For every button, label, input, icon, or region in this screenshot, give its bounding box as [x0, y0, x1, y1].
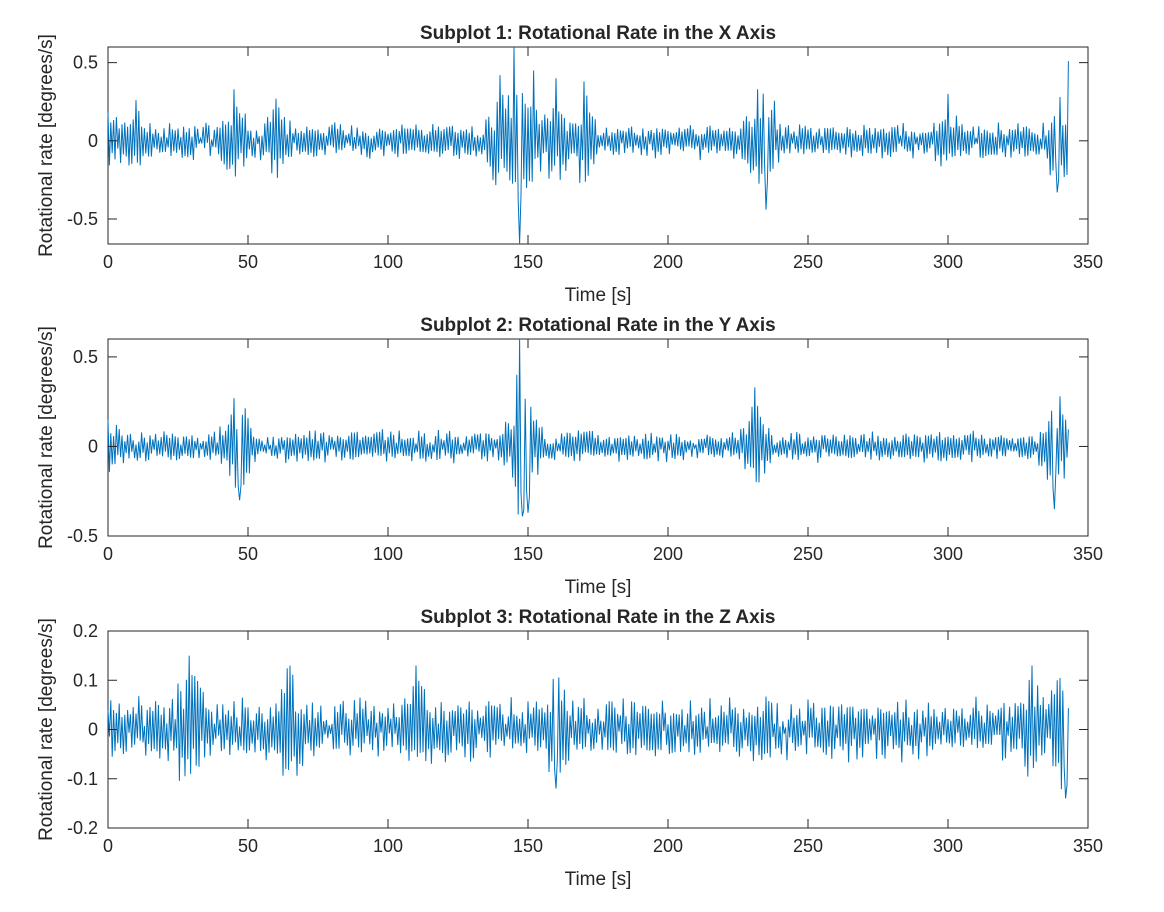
y-axis-label: Rotational rate [degrees/s]	[36, 618, 57, 841]
x-tick-label: 250	[793, 836, 823, 856]
y-tick-label: 0	[88, 131, 98, 151]
x-tick-label: 0	[103, 836, 113, 856]
x-tick-label: 150	[513, 544, 543, 564]
y-axis-ticks: -0.5 0 0.5	[67, 347, 1088, 546]
x-tick-label: 350	[1073, 252, 1103, 272]
x-tick-label: 250	[793, 544, 823, 564]
y-tick-label: -0.5	[67, 526, 98, 546]
x-axis-ticks: 0 50 100 150 200 250 300 350	[103, 47, 1103, 272]
x-tick-label: 200	[653, 544, 683, 564]
x-tick-label: 50	[238, 836, 258, 856]
x-axis-label: Time [s]	[565, 869, 632, 890]
axes-frame	[107, 46, 1089, 245]
x-tick-label: 100	[373, 252, 403, 272]
rotational-rate-x-series	[107, 46, 1069, 245]
y-axis-label: Rotational rate [degrees/s]	[36, 326, 57, 549]
rotational-rate-z-series	[107, 655, 1069, 799]
x-axis-label: Time [s]	[565, 285, 632, 306]
y-axis-ticks: -0.5 0 0.5	[67, 53, 1088, 229]
rotational-rate-y-series	[107, 338, 1069, 517]
subplot-title: Subplot 1: Rotational Rate in the X Axis	[420, 23, 776, 44]
x-tick-label: 200	[653, 836, 683, 856]
x-tick-label: 150	[513, 836, 543, 856]
subplot-1: 0 50 100 150 200 250 300 350 -0.5 0 0.5 Subplot 1…	[36, 23, 1103, 306]
x-tick-label: 350	[1073, 836, 1103, 856]
x-tick-label: 50	[238, 252, 258, 272]
x-tick-label: 150	[513, 252, 543, 272]
y-tick-label: -0.1	[67, 769, 98, 789]
subplot-2: 0 50 100 150 200 250 300 350 -0.500.5 Subplot 2…	[36, 315, 1103, 598]
y-tick-label: 0.5	[73, 53, 98, 73]
y-axis-ticks: -0.2 -0.1 0 0.1 0.2	[67, 621, 1088, 838]
axes-frame	[107, 630, 1089, 829]
x-tick-label: 200	[653, 252, 683, 272]
x-tick-label: 350	[1073, 544, 1103, 564]
subplot-3: 0 50 100 150 200 250 300 350 -0.2 -0.1 0 0.1 0.2 Su…	[36, 607, 1103, 890]
x-tick-label: 100	[373, 544, 403, 564]
x-tick-label: 300	[933, 544, 963, 564]
y-tick-label: 0.1	[73, 670, 98, 690]
x-axis-ticks: 0 50 100 150 200 250 300 350	[103, 631, 1103, 856]
y-axis-label: Rotational rate [degrees/s]	[36, 34, 57, 257]
y-tick-label: 0.5	[73, 347, 98, 367]
x-tick-label: 100	[373, 836, 403, 856]
y-tick-label: 0.2	[73, 621, 98, 641]
x-tick-label: 0	[103, 252, 113, 272]
x-tick-label: 50	[238, 544, 258, 564]
y-tick-label: -0.2	[67, 818, 98, 838]
x-axis-label: Time [s]	[565, 577, 632, 598]
x-axis-ticks: 0 50 100 150 200 250 300 350	[103, 339, 1103, 564]
subplot-title: Subplot 3: Rotational Rate in the Z Axis	[420, 607, 775, 628]
y-tick-label: 0	[88, 720, 98, 740]
y-tick-label: 0	[88, 436, 98, 456]
x-tick-label: 300	[933, 252, 963, 272]
y-tick-label: -0.5	[67, 209, 98, 229]
x-tick-label: 0	[103, 544, 113, 564]
x-tick-label: 300	[933, 836, 963, 856]
x-tick-label: 250	[793, 252, 823, 272]
subplot-title: Subplot 2: Rotational Rate in the Y Axis	[420, 315, 775, 336]
